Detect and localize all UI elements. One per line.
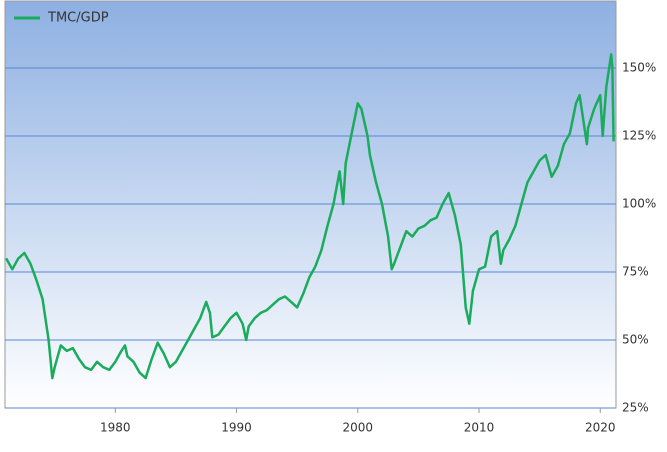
- legend-label: TMC/GDP: [47, 11, 109, 26]
- y-tick-label: 25%: [622, 401, 649, 415]
- y-tick-label: 125%: [622, 129, 656, 143]
- x-tick-label: 2010: [464, 421, 495, 435]
- y-tick-label: 50%: [622, 333, 649, 347]
- x-tick-label: 2020: [585, 421, 616, 435]
- y-tick-label: 150%: [622, 61, 656, 75]
- series-line: [5, 53, 615, 380]
- y-tick-label: 75%: [622, 265, 649, 279]
- x-tick-label: 1990: [221, 421, 252, 435]
- y-tick-label: 100%: [622, 197, 656, 211]
- x-tick-label: 2000: [343, 421, 374, 435]
- x-tick-label: 1980: [100, 421, 131, 435]
